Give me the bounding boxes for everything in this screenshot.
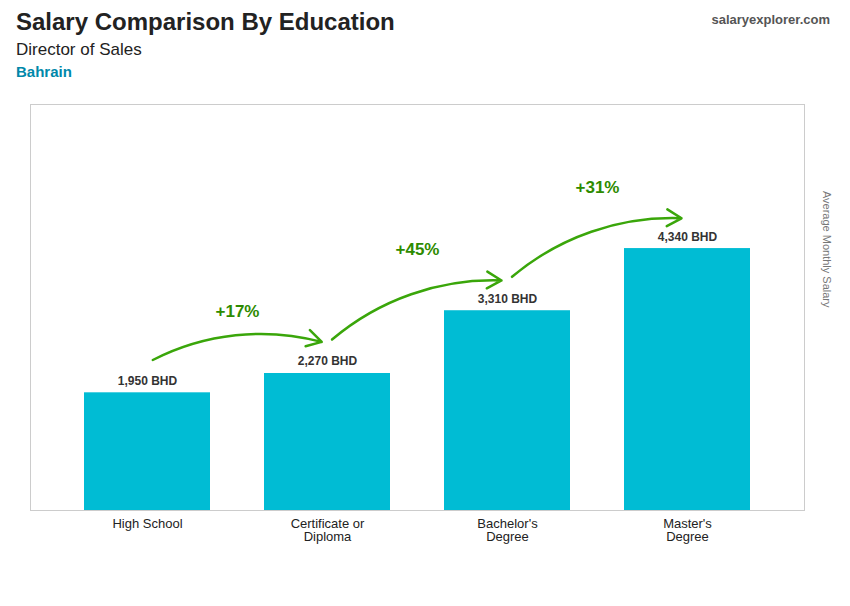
- svg-text:High School: High School: [112, 516, 182, 531]
- svg-text:Master'sDegree: Master'sDegree: [663, 516, 712, 544]
- svg-text:+17%: +17%: [216, 302, 260, 321]
- svg-text:Certificate orDiploma: Certificate orDiploma: [291, 516, 365, 544]
- svg-text:4,340 BHD: 4,340 BHD: [658, 230, 718, 244]
- svg-text:Average Monthly Salary: Average Monthly Salary: [821, 191, 833, 308]
- svg-text:3,310 BHD: 3,310 BHD: [478, 292, 538, 306]
- svg-text:+31%: +31%: [576, 178, 620, 197]
- html-text:Salary Comparison By Education: Salary Comparison By Education: [16, 8, 395, 35]
- html-text:Bahrain: Bahrain: [16, 63, 72, 80]
- html-text:salaryexplorer.com: salaryexplorer.com: [711, 12, 830, 27]
- svg-text:2,270 BHD: 2,270 BHD: [298, 354, 358, 368]
- svg-text:Bachelor'sDegree: Bachelor'sDegree: [477, 516, 538, 544]
- svg-text:1,950 BHD: 1,950 BHD: [118, 374, 178, 388]
- svg-text:+45%: +45%: [396, 240, 440, 259]
- html-text:Director of Sales: Director of Sales: [16, 40, 142, 59]
